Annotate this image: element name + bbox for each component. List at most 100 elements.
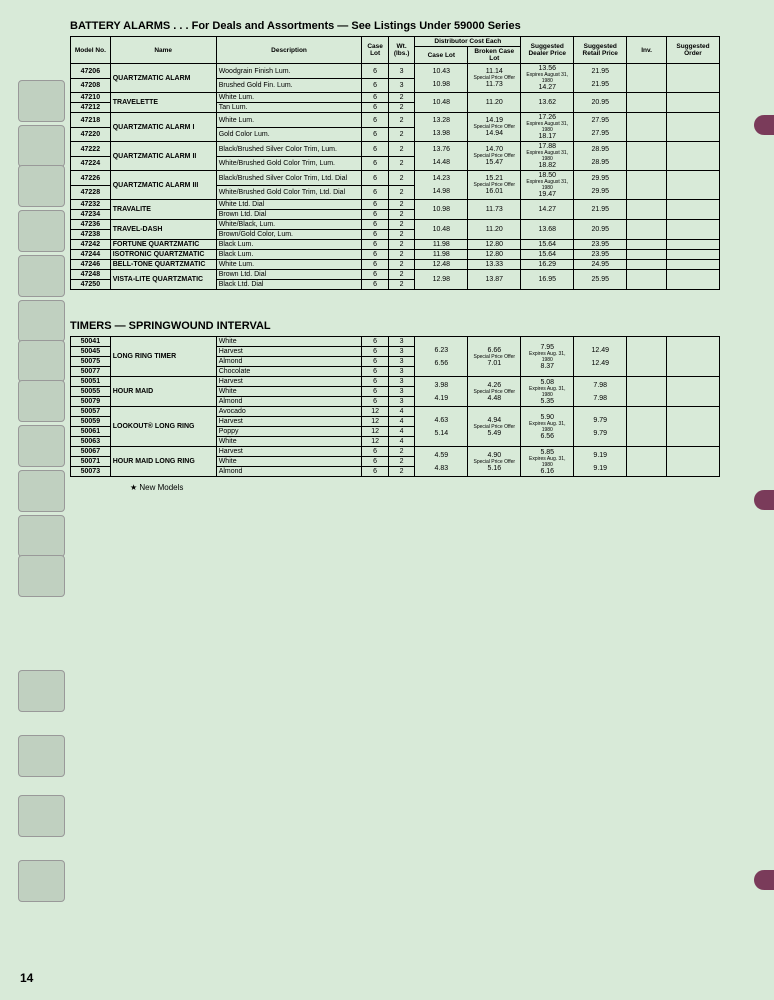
order-cell xyxy=(666,260,719,270)
inv-cell xyxy=(627,240,667,250)
table-row: 47248VISTA-LITE QUARTZMATICBrown Ltd. Di… xyxy=(71,270,720,280)
model-cell: 47238 xyxy=(71,230,111,240)
table-row: 50051HOUR MAIDHarvest633.98 4.19 4.26Spe… xyxy=(71,377,720,387)
price-cell: 13.28 13.98 xyxy=(415,113,468,142)
lot-cell: 6 xyxy=(362,347,388,357)
desc-cell: Black/Brushed Silver Color Trim, Lum. xyxy=(216,142,362,157)
lot-cell: 12 xyxy=(362,417,388,427)
model-cell: 47208 xyxy=(71,78,111,93)
desc-cell: White/Black, Lum. xyxy=(216,220,362,230)
price-cell: 14.27 xyxy=(521,200,574,220)
wt-cell: 2 xyxy=(388,260,414,270)
name-cell: TRAVALITE xyxy=(110,200,216,220)
desc-cell: Tan Lum. xyxy=(216,103,362,113)
inv-cell xyxy=(627,142,667,171)
desc-cell: White/Brushed Gold Color Trim, Ltd. Dial xyxy=(216,185,362,200)
inv-cell xyxy=(627,64,667,93)
wt-cell: 2 xyxy=(388,280,414,290)
wt-cell: 2 xyxy=(388,156,414,171)
product-image xyxy=(18,125,65,167)
price-cell: 11.14Special Price Offer 11.73 xyxy=(468,64,521,93)
price-cell: 6.23 6.56 xyxy=(415,337,468,377)
price-cell: 14.70Special Price Offer 15.47 xyxy=(468,142,521,171)
model-cell: 47242 xyxy=(71,240,111,250)
price-cell: 14.19Special Price Offer 14.94 xyxy=(468,113,521,142)
model-cell: 50073 xyxy=(71,467,111,477)
price-cell: 12.80 xyxy=(468,240,521,250)
price-cell: 15.64 xyxy=(521,240,574,250)
order-cell xyxy=(666,93,719,113)
name-cell: LOOKOUT® LONG RING xyxy=(110,407,216,447)
desc-cell: Harvest xyxy=(216,377,362,387)
wt-cell: 2 xyxy=(388,457,414,467)
price-cell: 6.66Special Price Offer 7.01 xyxy=(468,337,521,377)
inv-cell xyxy=(627,171,667,200)
wt-cell: 3 xyxy=(388,397,414,407)
table-row: 47242FORTUNE QUARTZMATICBlack Lum.6211.9… xyxy=(71,240,720,250)
product-image xyxy=(18,165,65,207)
product-image xyxy=(18,380,65,422)
price-cell: 12.98 xyxy=(415,270,468,290)
inv-cell xyxy=(627,377,667,407)
lot-cell: 6 xyxy=(362,64,388,79)
name-cell: QUARTZMATIC ALARM I xyxy=(110,113,216,142)
price-cell: 10.48 xyxy=(415,93,468,113)
lot-cell: 6 xyxy=(362,78,388,93)
wt-cell: 2 xyxy=(388,220,414,230)
model-cell: 50055 xyxy=(71,387,111,397)
lot-cell: 6 xyxy=(362,377,388,387)
price-cell: 10.48 xyxy=(415,220,468,240)
model-cell: 50045 xyxy=(71,347,111,357)
model-cell: 47224 xyxy=(71,156,111,171)
order-cell xyxy=(666,64,719,93)
table-row: 47226QUARTZMATIC ALARM IIIBlack/Brushed … xyxy=(71,171,720,186)
model-cell: 47220 xyxy=(71,127,111,142)
lot-cell: 6 xyxy=(362,93,388,103)
order-cell xyxy=(666,200,719,220)
name-cell: HOUR MAID xyxy=(110,377,216,407)
model-cell: 47210 xyxy=(71,93,111,103)
model-cell: 50075 xyxy=(71,357,111,367)
model-cell: 50059 xyxy=(71,417,111,427)
name-cell: TRAVELETTE xyxy=(110,93,216,113)
price-cell: 10.43 10.98 xyxy=(415,64,468,93)
wt-cell: 3 xyxy=(388,377,414,387)
desc-cell: White xyxy=(216,387,362,397)
wt-cell: 2 xyxy=(388,467,414,477)
lot-cell: 6 xyxy=(362,367,388,377)
product-image xyxy=(18,515,65,557)
price-cell: 16.29 xyxy=(521,260,574,270)
inv-cell xyxy=(627,93,667,113)
product-image xyxy=(18,470,65,512)
price-cell: 15.64 xyxy=(521,250,574,260)
desc-cell: Brown Ltd. Dial xyxy=(216,270,362,280)
price-cell: 23.95 xyxy=(574,250,627,260)
desc-cell: Black Lum. xyxy=(216,250,362,260)
desc-cell: White Lum. xyxy=(216,93,362,103)
desc-cell: White Lum. xyxy=(216,113,362,128)
wt-cell: 3 xyxy=(388,64,414,79)
order-cell xyxy=(666,113,719,142)
wt-cell: 3 xyxy=(388,337,414,347)
lot-cell: 6 xyxy=(362,127,388,142)
name-cell: QUARTZMATIC ALARM xyxy=(110,64,216,93)
product-image xyxy=(18,795,65,837)
desc-cell: Gold Color Lum. xyxy=(216,127,362,142)
desc-cell: Black/Brushed Silver Color Trim, Ltd. Di… xyxy=(216,171,362,186)
table-row: 47232TRAVALITEWhite Ltd. Dial6210.98 11.… xyxy=(71,200,720,210)
order-cell xyxy=(666,377,719,407)
price-cell: 4.90Special Price Offer 5.16 xyxy=(468,447,521,477)
name-cell: FORTUNE QUARTZMATIC xyxy=(110,240,216,250)
price-cell: 11.73 xyxy=(468,200,521,220)
desc-cell: White Lum. xyxy=(216,260,362,270)
price-cell: 21.95 xyxy=(574,200,627,220)
order-cell xyxy=(666,240,719,250)
order-cell xyxy=(666,407,719,447)
order-cell xyxy=(666,220,719,240)
wt-cell: 2 xyxy=(388,103,414,113)
lot-cell: 6 xyxy=(362,171,388,186)
table-row: 47210TRAVELETTEWhite Lum.6210.48 11.20 1… xyxy=(71,93,720,103)
desc-cell: White Ltd. Dial xyxy=(216,200,362,210)
wt-cell: 2 xyxy=(388,200,414,210)
price-cell: 12.49 12.49 xyxy=(574,337,627,377)
